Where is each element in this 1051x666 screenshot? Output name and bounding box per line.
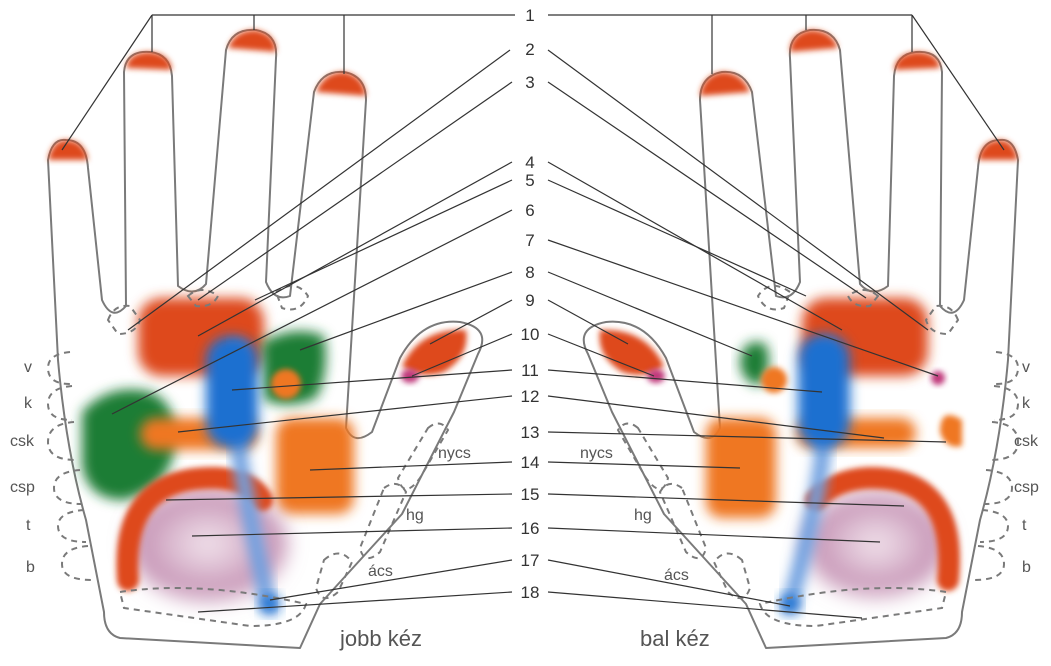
side-label-csk-left: csk (10, 433, 35, 450)
side-label-csp-left: csp (10, 479, 35, 496)
caption-right-hand: jobb kéz (339, 626, 422, 651)
side-label-v-right: v (1022, 359, 1030, 376)
label-10: 10 (521, 325, 540, 344)
number-labels: 1 2 3 4 5 6 7 8 9 10 11 12 13 14 15 16 1… (521, 6, 540, 602)
leader-lines (61, 14, 1005, 619)
zone-label-nycs-right: nycs (438, 445, 471, 462)
zone-label-hg-left: hg (634, 507, 652, 524)
label-12: 12 (521, 387, 540, 406)
zone-labels: nycs hg ács nycs hg ács (368, 445, 689, 584)
label-16: 16 (521, 519, 540, 538)
label-17: 17 (521, 551, 540, 570)
label-3: 3 (525, 73, 534, 92)
zone-label-acs-right: ács (368, 563, 393, 580)
side-label-t-right: t (1022, 517, 1027, 534)
label-9: 9 (525, 291, 534, 310)
label-4: 4 (525, 153, 534, 172)
side-label-k-left: k (24, 395, 33, 412)
zone-label-hg-right: hg (406, 507, 424, 524)
zone-label-acs-left: ács (664, 567, 689, 584)
side-labels-right: v k csk csp t b (1014, 359, 1039, 576)
label-18: 18 (521, 583, 540, 602)
side-label-csk-right: csk (1014, 433, 1039, 450)
label-11: 11 (521, 361, 539, 380)
label-15: 15 (521, 485, 540, 504)
label-7: 7 (525, 231, 534, 250)
side-label-csp-right: csp (1014, 479, 1039, 496)
right-dashed-zones (46, 285, 450, 628)
right-colored-zones (82, 298, 467, 614)
label-6: 6 (525, 201, 534, 220)
label-1: 1 (525, 6, 534, 25)
zone-label-nycs-left: nycs (580, 445, 613, 462)
label-2: 2 (525, 40, 534, 59)
label-14: 14 (521, 453, 540, 472)
right-hand (46, 28, 484, 650)
side-label-b-left: b (26, 559, 35, 576)
label-8: 8 (525, 263, 534, 282)
right-fingertip-zones (48, 30, 366, 160)
side-label-v-left: v (24, 359, 32, 376)
caption-left-hand: bal kéz (640, 626, 710, 651)
label-5: 5 (525, 171, 534, 190)
side-label-b-right: b (1022, 559, 1031, 576)
left-fingertip-zones (700, 30, 1018, 160)
label-13: 13 (521, 423, 540, 442)
side-label-t-left: t (26, 517, 31, 534)
side-labels-left: v k csk csp t b (10, 359, 35, 576)
side-label-k-right: k (1022, 395, 1031, 412)
left-hand (582, 28, 1020, 650)
